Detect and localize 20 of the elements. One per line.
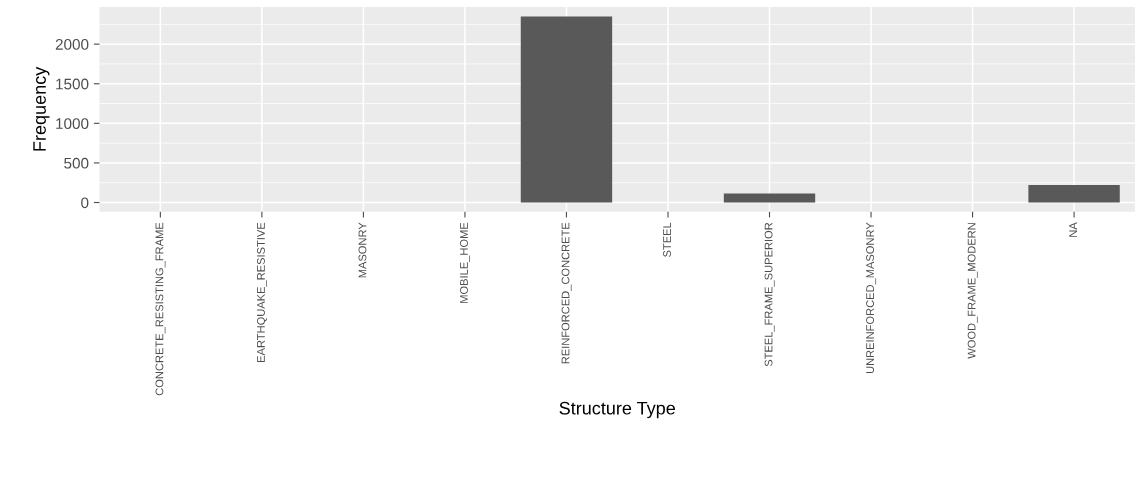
y-tick-label: 2000 (55, 39, 89, 50)
x-axis-title: Structure Type (559, 401, 675, 419)
x-tick-label: MOBILE_HOME (460, 222, 471, 303)
y-tick-label: 1000 (56, 118, 89, 130)
bar (520, 16, 613, 203)
x-tick-label: REINFORCED_CONCRETE (561, 222, 572, 364)
x-tick-label: STEEL (663, 222, 671, 257)
y-tick-label: 0 (81, 197, 89, 209)
x-tick-label: STEEL_FRAME_SUPERIOR (764, 222, 775, 367)
y-axis-title: Frequency (33, 66, 50, 151)
bar (1028, 185, 1120, 203)
x-tick-label: EARTHQUAKE_RESISTIVE (257, 222, 267, 362)
x-tick-label: MASONRY (358, 222, 367, 278)
y-tick-label: 500 (64, 157, 89, 169)
x-tick-label: WOOD_FRAME_MODERN (967, 223, 978, 359)
y-tick-label: 1500 (56, 78, 89, 90)
x-tick-label: UNREINFORCED_MASONRY (866, 222, 877, 374)
bar (723, 193, 816, 203)
x-tick-label: NA (1069, 222, 1077, 237)
x-tick-label: CONCRETE_RESISTING_FRAME (155, 222, 166, 396)
